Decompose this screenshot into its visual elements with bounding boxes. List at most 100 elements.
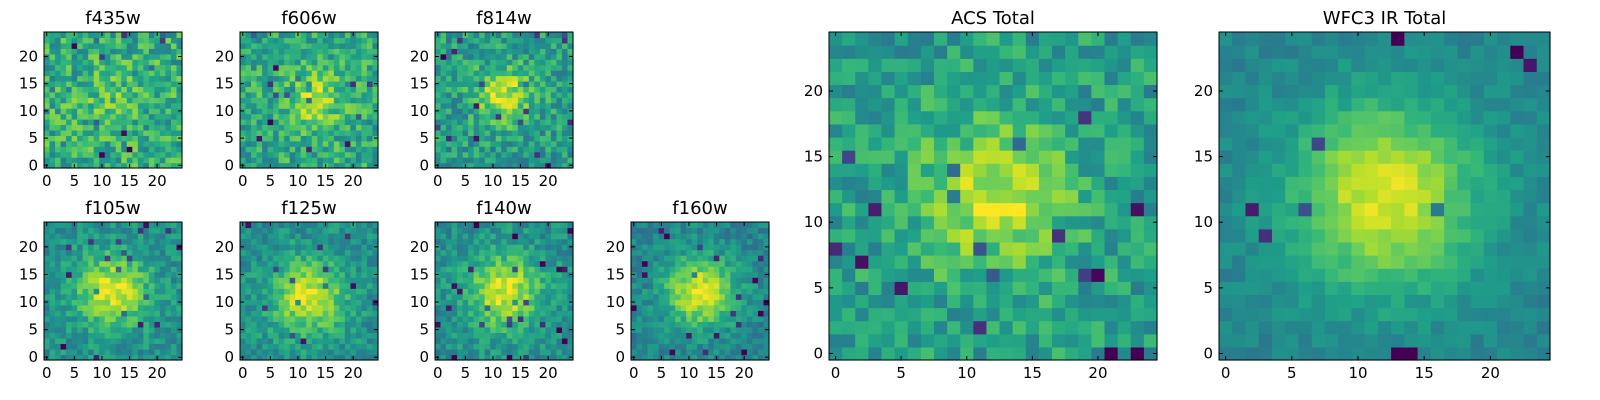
pixel-cell <box>719 299 726 306</box>
pixel-cell <box>93 348 100 356</box>
pixel-cell <box>550 332 558 339</box>
pixel-cell <box>561 53 569 60</box>
pixel-cell <box>289 310 296 317</box>
pixel-cell <box>273 238 280 245</box>
pixel-cell <box>115 157 122 164</box>
pixel-cell <box>104 238 111 245</box>
pixel-cell <box>708 332 715 339</box>
pixel-cell <box>245 282 252 289</box>
pixel-cell <box>999 215 1014 230</box>
pixel-cell <box>278 260 285 267</box>
pixel-cell <box>675 222 682 229</box>
pixel-cell <box>148 249 155 256</box>
pixel-cell <box>126 59 133 66</box>
pixel-cell <box>517 326 524 333</box>
pixel-cell <box>170 70 178 77</box>
pixel-cell <box>267 282 274 289</box>
pixel-cell <box>110 64 117 71</box>
pixel-cell <box>300 80 307 87</box>
pixel-cell <box>82 53 89 60</box>
pixel-cell <box>355 348 363 356</box>
pixel-cell <box>446 227 453 234</box>
pixel-cell <box>567 227 574 234</box>
pixel-cell <box>1091 307 1106 322</box>
pixel-cell <box>55 282 62 289</box>
pixel-cell <box>1130 268 1145 282</box>
pixel-cell <box>240 343 247 350</box>
pixel-cell <box>719 337 726 345</box>
pixel-cell <box>176 277 183 284</box>
pixel-cell <box>697 238 704 245</box>
pixel-cell <box>372 124 379 131</box>
pixel-cell <box>66 227 73 234</box>
pixel-cell <box>691 244 698 251</box>
pixel-cell <box>713 321 720 328</box>
pixel-cell <box>697 282 704 289</box>
pixel-cell <box>457 37 464 44</box>
pixel-cell <box>440 282 447 289</box>
pixel-cell <box>306 70 313 77</box>
pixel-cell <box>528 233 535 240</box>
pixel-cell <box>462 48 469 55</box>
pixel-cell <box>763 238 770 245</box>
pixel-cell <box>561 233 569 240</box>
pixel-cell <box>110 293 117 300</box>
pixel-cell <box>339 113 346 120</box>
pixel-cell <box>446 244 453 251</box>
pixel-cell <box>462 315 469 322</box>
pixel-cell <box>99 299 106 306</box>
pixel-cell <box>110 249 117 256</box>
pixel-cell <box>82 157 89 164</box>
pixel-cell <box>484 80 491 87</box>
pixel-cell <box>77 91 84 98</box>
pixel-cell <box>300 124 307 131</box>
pixel-cell <box>457 249 464 256</box>
pixel-cell <box>350 337 357 345</box>
pixel-cell <box>99 70 106 77</box>
pixel-cell <box>110 337 117 345</box>
pixel-cell <box>366 91 374 98</box>
pixel-cell <box>126 315 133 322</box>
pixel-cell <box>256 70 263 77</box>
pixel-cell <box>468 75 475 82</box>
pixel-cell <box>462 255 469 262</box>
pixel-cell <box>495 260 502 267</box>
pixel-cell <box>328 238 335 245</box>
pixel-cell <box>143 48 150 55</box>
pixel-cell <box>763 227 770 234</box>
pixel-cell <box>550 124 558 131</box>
pixel-cell <box>49 80 56 87</box>
pixel-cell <box>339 271 346 278</box>
pixel-cell <box>148 140 155 147</box>
pixel-cell <box>484 310 491 317</box>
pixel-cell <box>328 86 335 93</box>
pixel-cell <box>55 113 62 120</box>
pixel-cell <box>567 310 574 317</box>
pixel-cell <box>730 293 737 300</box>
pixel-cell <box>284 53 291 60</box>
pixel-cell <box>702 222 709 229</box>
pixel-cell <box>121 348 128 356</box>
pixel-cell <box>636 249 643 256</box>
pixel-cell <box>561 227 569 234</box>
pixel-cell <box>82 271 89 278</box>
pixel-cell <box>60 91 67 98</box>
pixel-cell <box>66 59 73 66</box>
pixel-cell <box>115 271 122 278</box>
pixel-cell <box>300 59 307 66</box>
pixel-cell <box>311 113 318 120</box>
pixel-cell <box>350 48 357 55</box>
pixel-cell <box>339 53 346 60</box>
pixel-cell <box>691 249 698 256</box>
pixel-cell <box>289 288 296 295</box>
pixel-cell <box>440 140 447 147</box>
pixel-cell <box>143 293 150 300</box>
pixel-cell <box>355 260 363 267</box>
pixel-cell <box>829 281 843 295</box>
pixel-cell <box>333 70 340 77</box>
pixel-cell <box>647 299 654 306</box>
pixel-cell <box>344 32 351 39</box>
pixel-cell <box>473 293 480 300</box>
pixel-cell <box>300 32 307 39</box>
pixel-cell <box>333 146 340 153</box>
